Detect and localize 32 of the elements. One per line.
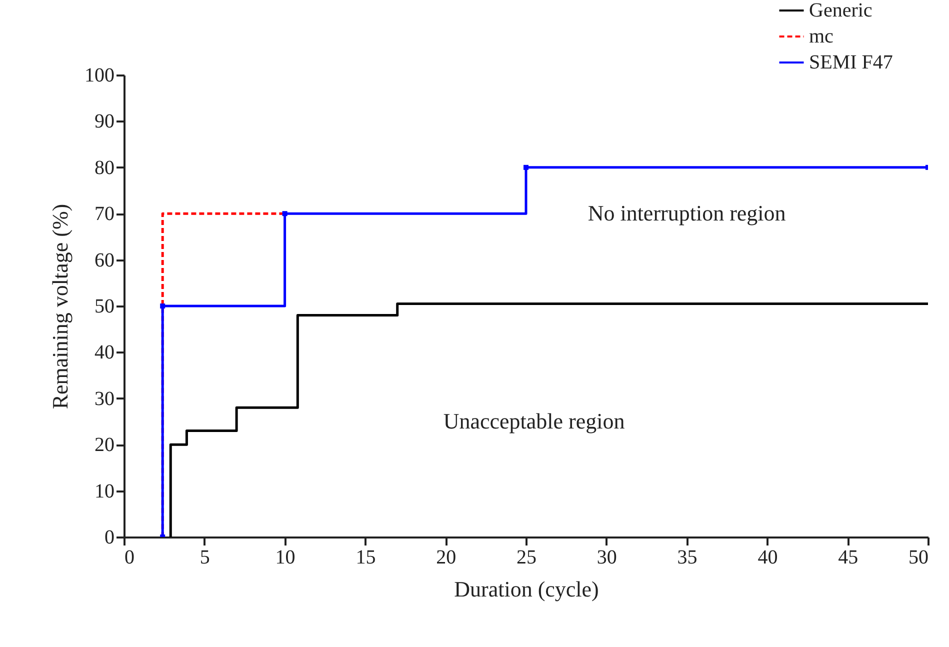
x-tick-label: 10 <box>275 546 296 568</box>
y-tick-label: 50 <box>94 296 114 318</box>
x-tick-label: 50 <box>908 546 928 568</box>
x-tick-label: 15 <box>356 546 376 568</box>
x-axis-title: Duration (cycle) <box>454 576 599 602</box>
y-tick-label: 40 <box>94 342 114 364</box>
y-tick-label: 20 <box>94 434 114 456</box>
legend-label: SEMI F47 <box>809 52 893 74</box>
x-tick-label: 40 <box>758 546 778 568</box>
x-tick-label: 0 <box>124 546 134 568</box>
point <box>282 211 288 216</box>
x-tick-label: 45 <box>838 546 858 568</box>
x-tick-label: 25 <box>516 546 536 568</box>
point <box>160 304 166 308</box>
y-tick-label: 70 <box>94 203 114 226</box>
y-tick-label: 30 <box>94 388 114 410</box>
x-tick-label: 5 <box>200 546 210 568</box>
x-tick-label: 20 <box>436 546 456 568</box>
y-tick-label: 60 <box>94 249 114 272</box>
y-tick-label: 10 <box>94 480 114 502</box>
y-tick-label: 0 <box>104 526 114 548</box>
y-axis-title: Remaining voltage (%) <box>48 204 72 410</box>
x-tick-label: 35 <box>677 546 698 568</box>
annotation: Unacceptable region <box>443 408 625 434</box>
legend-label: mc <box>809 26 834 48</box>
point <box>524 164 528 170</box>
legend-label: Generic <box>809 0 872 22</box>
x-tick-label: 30 <box>596 546 617 568</box>
annotation: No interruption region <box>588 200 786 226</box>
y-tick-label: 90 <box>94 110 114 133</box>
y-tick-label: 80 <box>94 156 114 179</box>
y-tick-label: 100 <box>84 64 114 86</box>
